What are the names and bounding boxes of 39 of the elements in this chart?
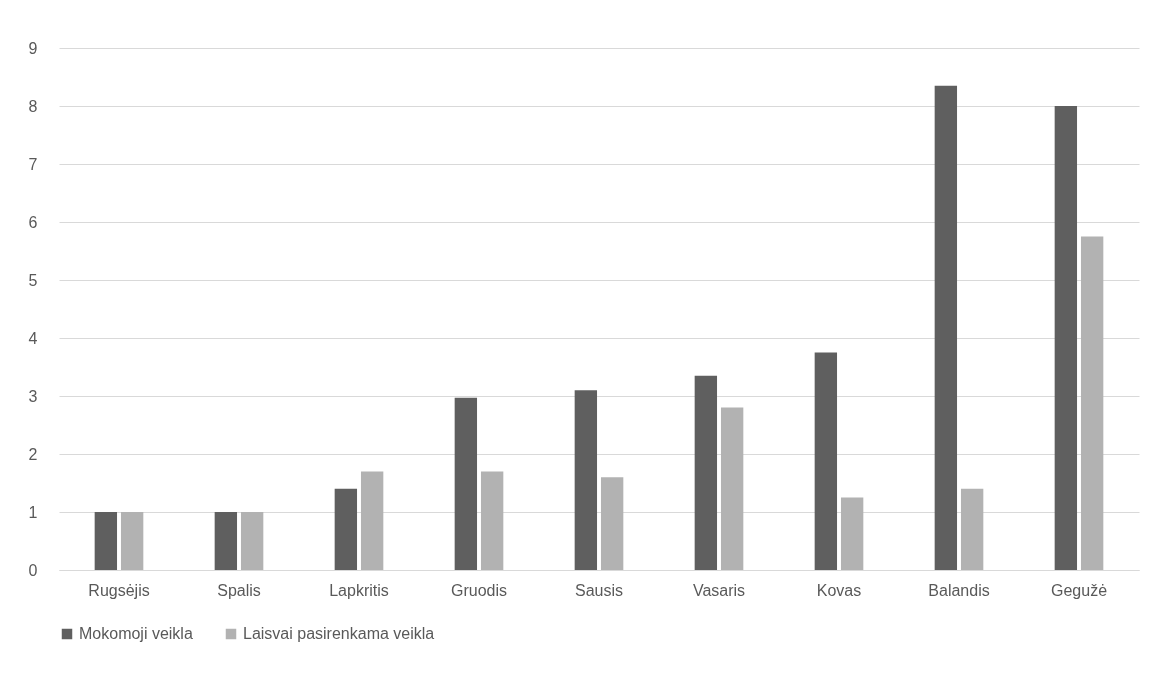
bar bbox=[600, 477, 624, 570]
x-tick-label: Gegužė bbox=[1050, 581, 1108, 599]
bar bbox=[694, 375, 718, 570]
bar bbox=[1054, 106, 1078, 570]
x-tick-label: Lapkritis bbox=[329, 581, 389, 599]
bar bbox=[454, 397, 478, 570]
y-tick-label: 9 bbox=[28, 39, 38, 57]
x-tick-label: Gruodis bbox=[450, 581, 508, 599]
bar bbox=[480, 471, 504, 570]
y-tick-label: 8 bbox=[28, 97, 38, 115]
y-tick-label: 2 bbox=[28, 445, 38, 463]
y-tick-label: 4 bbox=[28, 329, 38, 347]
bar bbox=[120, 512, 144, 570]
y-tick-label: 7 bbox=[28, 155, 38, 173]
legend-label: Mokomoji veikla bbox=[79, 625, 193, 642]
bar bbox=[720, 407, 744, 570]
y-tick-label: 0 bbox=[28, 561, 38, 579]
x-tick-label: Rugsėjis bbox=[88, 581, 150, 599]
y-tick-label: 3 bbox=[28, 387, 38, 405]
bar bbox=[814, 352, 838, 570]
x-tick-label: Sausis bbox=[574, 581, 624, 599]
bar bbox=[240, 512, 264, 570]
bar bbox=[840, 497, 864, 570]
y-tick-label: 1 bbox=[28, 503, 38, 521]
bar bbox=[574, 390, 598, 570]
legend-label: Laisvai pasirenkama veikla bbox=[243, 625, 435, 642]
bar bbox=[1080, 236, 1104, 570]
bar bbox=[334, 488, 358, 570]
y-tick-label: 6 bbox=[28, 213, 38, 231]
y-tick-label: 5 bbox=[28, 271, 38, 289]
bar bbox=[214, 512, 238, 570]
x-tick-label: Vasaris bbox=[692, 581, 746, 599]
bar bbox=[360, 471, 384, 570]
x-tick-label: Balandis bbox=[928, 581, 990, 599]
bar bbox=[934, 85, 958, 570]
x-tick-label: Kovas bbox=[816, 581, 862, 599]
bar bbox=[960, 488, 984, 570]
x-tick-label: Spalis bbox=[217, 581, 261, 599]
bar bbox=[94, 512, 118, 570]
